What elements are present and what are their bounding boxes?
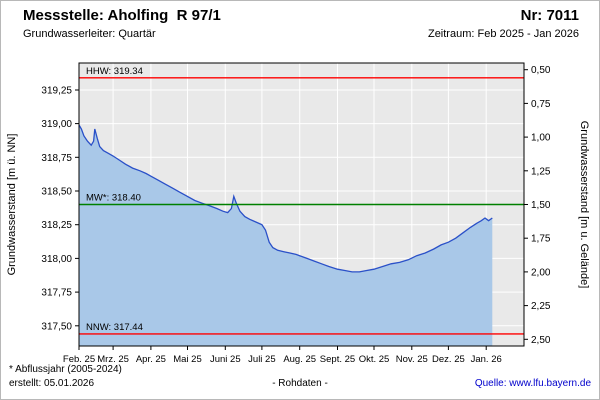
svg-text:Jan. 26: Jan. 26 xyxy=(471,354,502,365)
svg-text:Mai 25: Mai 25 xyxy=(173,354,202,365)
svg-text:0,75: 0,75 xyxy=(531,99,551,110)
svg-text:NNW: 317.44: NNW: 317.44 xyxy=(86,322,143,333)
svg-text:Apr. 25: Apr. 25 xyxy=(136,354,166,365)
groundwater-chart: HHW: 319.34 MW*: 318.40 NNW: 317.44 317,50 3… xyxy=(6,62,590,365)
svg-text:Sept. 25: Sept. 25 xyxy=(320,354,355,365)
period-label: Zeitraum: Feb 2025 - Jan 2026 xyxy=(427,28,579,40)
svg-text:1,00: 1,00 xyxy=(531,133,551,144)
svg-text:2,00: 2,00 xyxy=(531,267,551,278)
svg-text:2,50: 2,50 xyxy=(531,335,551,346)
svg-text:Dez. 25: Dez. 25 xyxy=(432,354,465,365)
svg-text:319,25: 319,25 xyxy=(41,86,72,97)
rohdaten-label: - Rohdaten - xyxy=(272,378,328,389)
svg-text:MW*: 318.40: MW*: 318.40 xyxy=(86,193,141,204)
svg-text:317,50: 317,50 xyxy=(41,321,72,332)
created-date: erstellt: 05.01.2026 xyxy=(9,378,95,389)
svg-text:Juli 25: Juli 25 xyxy=(248,354,275,365)
svg-text:1,25: 1,25 xyxy=(531,166,551,177)
svg-text:1,50: 1,50 xyxy=(531,200,551,211)
svg-text:Aug. 25: Aug. 25 xyxy=(283,354,316,365)
source-link[interactable]: Quelle: www.lfu.bayern.de xyxy=(474,378,591,389)
svg-text:318,00: 318,00 xyxy=(41,254,72,265)
svg-text:318,50: 318,50 xyxy=(41,187,72,198)
svg-text:1,75: 1,75 xyxy=(531,234,551,245)
svg-text:Juni 25: Juni 25 xyxy=(210,354,241,365)
svg-text:318,75: 318,75 xyxy=(41,153,72,164)
svg-text:0,50: 0,50 xyxy=(531,65,551,76)
svg-text:Grundwasserstand [m ü. NN]: Grundwasserstand [m ü. NN] xyxy=(6,134,18,276)
svg-text:318,25: 318,25 xyxy=(41,220,72,231)
station-number: Nr: 7011 xyxy=(520,7,579,24)
svg-text:HHW: 319.34: HHW: 319.34 xyxy=(86,66,143,77)
svg-text:Mrz. 25: Mrz. 25 xyxy=(97,354,129,365)
svg-text:2,25: 2,25 xyxy=(531,301,551,312)
svg-text:319,00: 319,00 xyxy=(41,119,72,130)
svg-text:317,75: 317,75 xyxy=(41,288,72,299)
footnote-abflussjahr: * Abflussjahr (2005-2024) xyxy=(9,364,122,375)
svg-text:Grundwasserstand [m u. Gelände: Grundwasserstand [m u. Gelände] xyxy=(578,121,590,289)
svg-text:Okt. 25: Okt. 25 xyxy=(359,354,390,365)
svg-text:Feb. 25: Feb. 25 xyxy=(63,354,95,365)
aquifer-label: Grundwasserleiter: Quartär xyxy=(23,28,156,40)
page-title: Messstelle: Aholfing R 97/1 xyxy=(23,7,221,24)
svg-text:Nov. 25: Nov. 25 xyxy=(396,354,428,365)
